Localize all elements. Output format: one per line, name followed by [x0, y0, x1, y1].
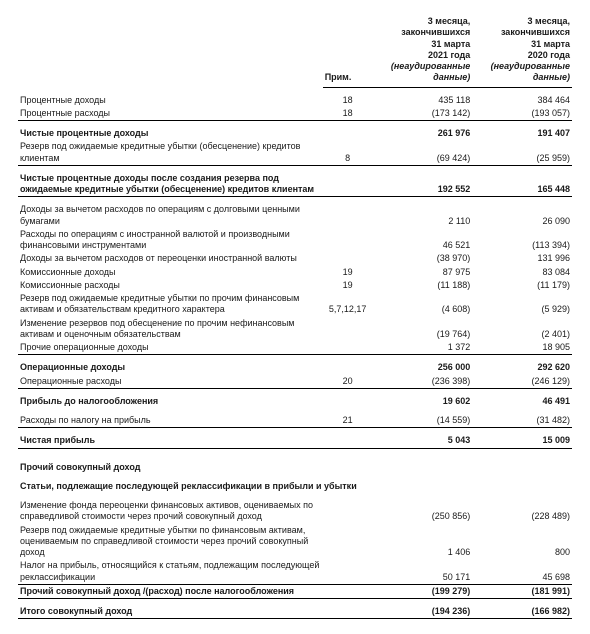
row-oci-after-tax: Прочий совокупный доход /(расход) после …: [18, 584, 572, 598]
row-fvoci-ecl: Резерв под ожидаемые кредитные убытки по…: [18, 524, 572, 560]
row-other-financial-provision: Резерв под ожидаемые кредитные убытки по…: [18, 292, 572, 317]
row-debt-securities: Доходы за вычетом расходов по операциям …: [18, 203, 572, 228]
row-nonfinancial-provision: Изменение резервов под обесценение по пр…: [18, 317, 572, 342]
row-oci-tax: Налог на прибыль, относящийся к статьям,…: [18, 559, 572, 584]
row-fee-income: Комиссионные доходы 19 87 975 83 084: [18, 266, 572, 279]
row-net-interest-after-provision: Чистые процентные доходы после создания …: [18, 172, 572, 197]
row-fx-derivatives: Расходы по операциям с иностранной валют…: [18, 228, 572, 253]
row-operating-income: Операционные доходы 256 000 292 620: [18, 361, 572, 374]
header-note: Прим.: [323, 15, 373, 87]
row-fx-revaluation: Доходы за вычетом расходов от переоценки…: [18, 252, 572, 265]
header-period-2020: 3 месяца, закончившихся 31 марта 2020 го…: [472, 15, 572, 87]
row-operating-expense: Операционные расходы 20 (236 398) (246 1…: [18, 375, 572, 389]
row-credit-loss-provision: Резерв под ожидаемые кредитные убытки (о…: [18, 140, 572, 165]
section-other-comprehensive: Прочий совокупный доход: [18, 461, 572, 474]
row-net-profit: Чистая прибыль 5 043 15 009: [18, 434, 572, 448]
row-profit-before-tax: Прибыль до налогообложения 19 602 46 491: [18, 395, 572, 408]
row-fee-expense: Комиссионные расходы 19 (11 188) (11 179…: [18, 279, 572, 292]
row-fvoci-revaluation: Изменение фонда переоценки финансовых ак…: [18, 499, 572, 524]
row-other-operating-income: Прочие операционные доходы 1 372 18 905: [18, 341, 572, 355]
section-reclassification: Статьи, подлежащие последующей реклассиф…: [18, 480, 572, 493]
header-row: Прим. 3 месяца, закончившихся 31 марта 2…: [18, 15, 572, 87]
row-interest-income: Процентные доходы 18 435 118 384 464: [18, 94, 572, 107]
row-tax-expense: Расходы по налогу на прибыль 21 (14 559)…: [18, 414, 572, 428]
row-net-interest-income: Чистые процентные доходы 261 976 191 407: [18, 127, 572, 140]
financial-statement-table: Прим. 3 месяца, закончившихся 31 марта 2…: [18, 15, 572, 619]
row-interest-expense: Процентные расходы 18 (173 142) (193 057…: [18, 107, 572, 121]
row-total-comprehensive: Итого совокупный доход (194 236) (166 98…: [18, 605, 572, 619]
header-period-2021: 3 месяца, закончившихся 31 марта 2021 го…: [373, 15, 473, 87]
